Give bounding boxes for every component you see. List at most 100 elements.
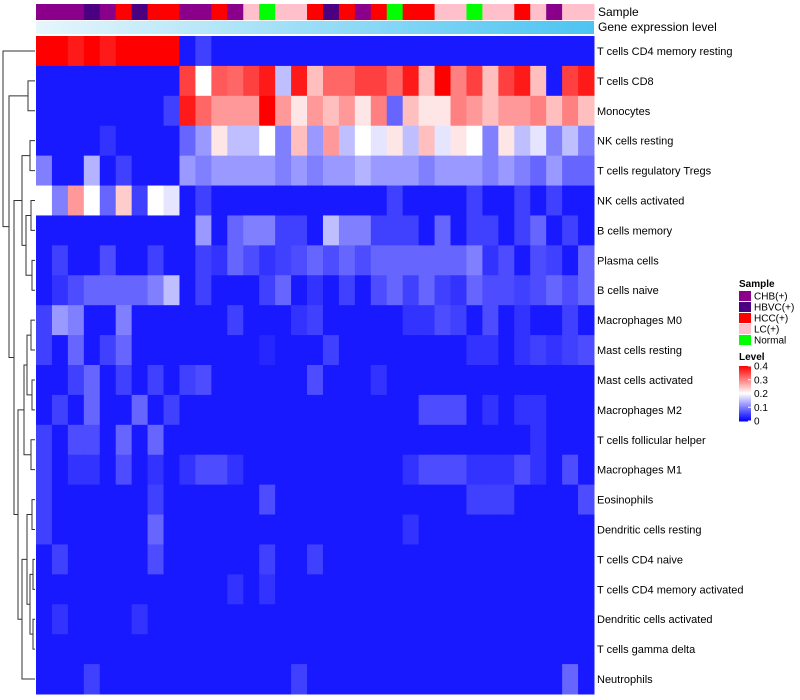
heatmap-cell	[115, 454, 133, 486]
sample-annotation-cell	[418, 4, 436, 20]
heatmap-cell	[418, 634, 436, 665]
heatmap-cell	[83, 574, 101, 605]
heatmap-cell	[386, 215, 404, 246]
heatmap-cell	[338, 305, 356, 336]
heatmap-cell	[195, 484, 212, 516]
heatmap-cell	[36, 544, 53, 575]
heatmap-cell	[546, 454, 563, 486]
heatmap-cell	[99, 95, 117, 127]
heatmap-cell	[275, 574, 292, 605]
heatmap-cell	[67, 155, 85, 187]
heatmap-cell	[370, 365, 388, 396]
heatmap-cell	[291, 215, 308, 246]
level-scale-step	[739, 393, 751, 396]
heatmap-cell	[530, 305, 547, 336]
heatmap-cell	[514, 155, 531, 187]
heatmap-cell	[482, 185, 499, 216]
heatmap-cell	[179, 544, 196, 575]
level-scale-step	[739, 375, 751, 378]
heatmap-cell	[67, 574, 85, 605]
heatmap-cell	[354, 394, 372, 426]
sample-annotation-cell	[307, 4, 324, 20]
heatmap-cell	[418, 394, 436, 426]
heatmap-cell	[514, 514, 531, 545]
row-label: T cells regulatory Tregs	[597, 166, 712, 178]
heatmap-cell	[195, 36, 212, 67]
heatmap-cell	[131, 36, 149, 67]
row-label: Dendritic cells activated	[597, 614, 713, 626]
heatmap-cell	[498, 245, 515, 276]
heatmap-cell	[498, 544, 515, 575]
heatmap-cell	[195, 95, 212, 127]
heatmap-cell	[147, 664, 165, 695]
heatmap-cell	[578, 305, 595, 336]
heatmap-cell	[322, 36, 340, 67]
legend-swatch	[739, 324, 751, 334]
heatmap-cell	[466, 664, 483, 695]
heatmap-cell	[498, 65, 515, 97]
heatmap-cell	[530, 604, 547, 635]
heatmap-cell	[291, 574, 308, 605]
heatmap-cell	[163, 484, 180, 516]
heatmap-cell	[51, 544, 69, 575]
heatmap-cell	[275, 185, 292, 216]
heatmap-cell	[434, 544, 452, 575]
heatmap-cell	[36, 305, 53, 336]
heatmap-cell	[195, 664, 212, 695]
heatmap-cell	[530, 335, 547, 366]
heatmap-cell	[275, 275, 292, 306]
heatmap-cell	[131, 155, 149, 187]
heatmap-cell	[434, 95, 452, 127]
heatmap-cell	[418, 36, 436, 67]
heatmap-cell	[418, 514, 436, 545]
heatmap-cell	[546, 335, 563, 366]
heatmap-cell	[434, 514, 452, 545]
heatmap-cell	[546, 484, 563, 516]
heatmap-cell	[546, 394, 563, 426]
heatmap-cell	[275, 664, 292, 695]
heatmap-cell	[147, 634, 165, 665]
heatmap-cell	[163, 574, 180, 605]
heatmap-cell	[83, 245, 101, 276]
heatmap-cell	[338, 215, 356, 246]
heatmap-cell	[354, 424, 372, 456]
heatmap-cell	[131, 65, 149, 97]
heatmap-cell	[147, 514, 165, 545]
heatmap-cell	[562, 215, 579, 246]
heatmap-cell	[322, 634, 340, 665]
heatmap-cell	[530, 95, 547, 127]
heatmap-cell	[227, 664, 244, 695]
heatmap-cell	[418, 245, 436, 276]
heatmap-cell	[36, 394, 53, 426]
heatmap-cell	[67, 634, 85, 665]
heatmap-cell	[51, 95, 69, 127]
heatmap-cell	[275, 634, 292, 665]
heatmap-cell	[514, 634, 531, 665]
heatmap-cell	[546, 155, 563, 187]
heatmap-cell	[482, 544, 499, 575]
heatmap-cell	[546, 574, 563, 605]
heatmap-cell	[354, 185, 372, 216]
heatmap-cell	[67, 394, 85, 426]
heatmap-cell	[322, 484, 340, 516]
heatmap-cell	[434, 275, 452, 306]
legend-swatch	[739, 313, 751, 323]
heatmap-cell	[259, 634, 276, 665]
heatmap-cell	[578, 424, 595, 456]
heatmap-cell	[370, 664, 388, 695]
heatmap-cell	[450, 454, 467, 486]
heatmap-cell	[243, 394, 260, 426]
heatmap-cell	[354, 215, 372, 246]
heatmap-cell	[562, 125, 579, 157]
heatmap-cell	[482, 484, 499, 516]
heatmap-cell	[370, 574, 388, 605]
heatmap-cell	[243, 424, 260, 456]
heatmap-cell	[131, 424, 149, 456]
heatmap-cell	[163, 365, 180, 396]
heatmap-cell	[67, 185, 85, 216]
heatmap-cell	[450, 95, 467, 127]
heatmap-cell	[338, 634, 356, 665]
sample-annotation-cell	[243, 4, 260, 20]
heatmap-cell	[498, 484, 515, 516]
